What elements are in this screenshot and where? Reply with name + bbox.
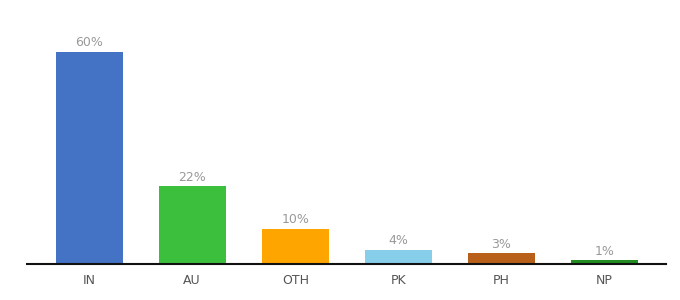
Text: 22%: 22%	[178, 171, 206, 184]
Bar	[365, 250, 432, 264]
Text: 1%: 1%	[594, 245, 615, 258]
Bar	[158, 186, 226, 264]
Bar	[468, 254, 535, 264]
Text: 4%: 4%	[388, 234, 408, 248]
Bar	[56, 52, 122, 264]
Text: 3%: 3%	[492, 238, 511, 251]
Bar	[571, 260, 638, 264]
Text: 60%: 60%	[75, 36, 103, 49]
Text: 10%: 10%	[282, 213, 309, 226]
Bar	[262, 229, 328, 264]
